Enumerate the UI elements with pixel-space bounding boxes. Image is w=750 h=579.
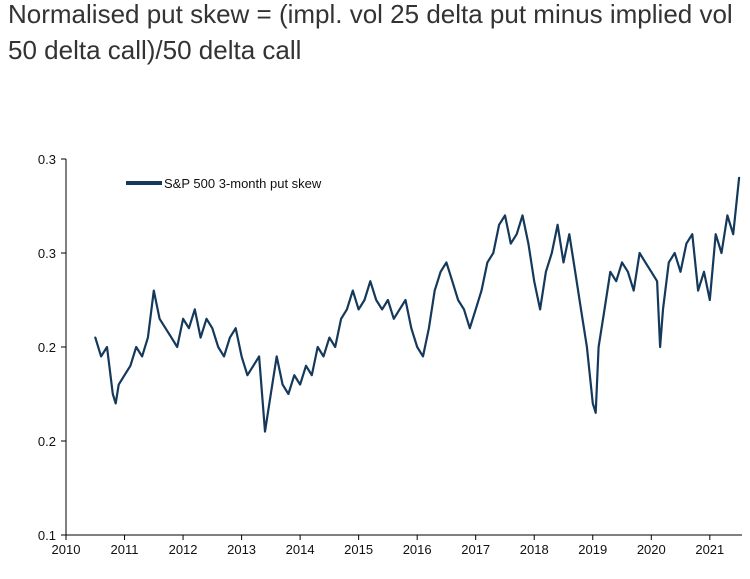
chart-title-line-2: 50 delta call)/50 delta call — [8, 35, 302, 65]
y-tick-label: 0.3 — [38, 246, 56, 261]
y-tick-label: 0.2 — [38, 340, 56, 355]
x-tick-label: 2014 — [286, 542, 315, 557]
y-axis-ticks: 0.1 0.2 0.2 0.3 0.3 — [38, 152, 66, 543]
x-tick-label: 2018 — [520, 542, 549, 557]
chart-title: Normalised put skew = (impl. vol 25 delt… — [8, 0, 748, 68]
x-tick-label: 2020 — [637, 542, 666, 557]
chart-axes — [65, 159, 742, 536]
legend-label: S&P 500 3-month put skew — [164, 176, 322, 191]
y-tick-label: 0.3 — [38, 152, 56, 167]
y-tick-label: 0.2 — [38, 434, 56, 449]
x-tick-label: 2019 — [578, 542, 607, 557]
series-line-sp500-put-skew — [94, 176, 741, 433]
legend: S&P 500 3-month put skew — [126, 176, 322, 191]
x-tick-label: 2017 — [461, 542, 490, 557]
series-layer — [94, 176, 741, 433]
x-tick-label: 2016 — [403, 542, 432, 557]
x-tick-label: 2010 — [52, 542, 81, 557]
x-tick-label: 2015 — [344, 542, 373, 557]
x-tick-label: 2013 — [227, 542, 256, 557]
x-tick-label: 2011 — [111, 542, 139, 557]
x-tick-label: 2012 — [169, 542, 198, 557]
x-tick-label: 2021 — [695, 542, 724, 557]
chart-title-line-1: Normalised put skew = (impl. vol 25 delt… — [8, 0, 733, 29]
y-tick-label: 0.1 — [38, 528, 56, 543]
x-axis-ticks: 2010 2011 2012 2013 2014 2015 2016 2017 2018 2019… — [52, 535, 724, 557]
